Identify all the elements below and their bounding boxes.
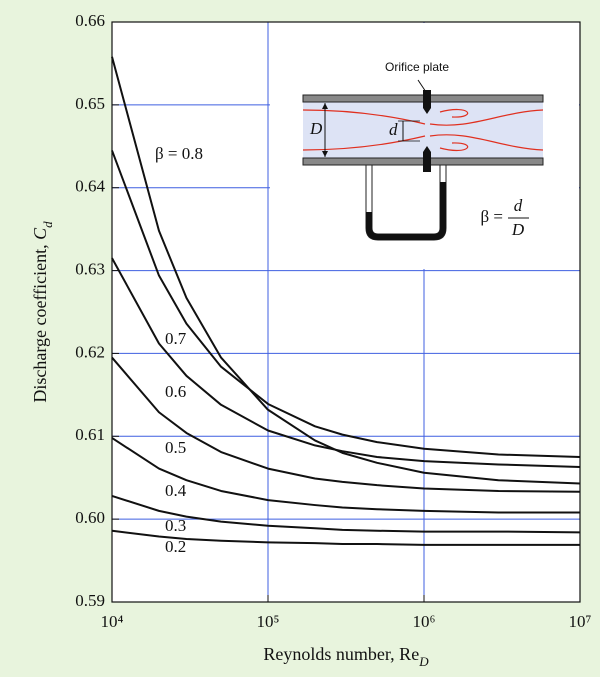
y-tick-label: 0.59 — [75, 591, 105, 610]
pipe-interior — [303, 102, 543, 158]
curve-label: β = 0.8 — [155, 144, 203, 163]
y-label-text: Discharge coefficient, — [30, 240, 50, 403]
y-label-symbol: C — [30, 227, 50, 240]
inset-D: D — [309, 119, 323, 138]
inset: Orifice plate D d β = d D — [270, 23, 579, 269]
y-tick-label: 0.61 — [75, 425, 105, 444]
curve-label: 0.5 — [165, 438, 186, 457]
curve-label: 0.2 — [165, 537, 186, 556]
curve — [111, 437, 580, 514]
plot-frame — [111, 21, 581, 603]
manometer-fluid — [366, 182, 446, 240]
y-tick-label: 0.60 — [75, 508, 105, 527]
curve — [111, 257, 581, 468]
x-axis-label: Reynolds number, ReD — [263, 644, 429, 669]
beta-denominator: D — [511, 220, 525, 239]
beta-numerator: d — [514, 196, 523, 215]
curve — [111, 356, 581, 493]
y-tick-label: 0.64 — [75, 177, 105, 196]
y-label-sub: d — [40, 221, 55, 228]
curves — [111, 56, 581, 546]
curve-label: 0.3 — [165, 516, 186, 535]
streamlines — [302, 108, 544, 152]
y-tick-label: 0.65 — [75, 94, 105, 113]
x-tick-label: 10⁴ — [101, 612, 124, 631]
curve-label: 0.7 — [165, 329, 187, 348]
x-tick-label: 10⁵ — [257, 612, 280, 631]
y-tick-label: 0.63 — [75, 259, 105, 278]
curve — [111, 529, 580, 546]
pointer — [417, 79, 427, 93]
curve-label: 0.6 — [165, 382, 186, 401]
y-tick-label: 0.62 — [75, 342, 105, 361]
x-label-sub: D — [418, 654, 429, 669]
inset-d: d — [389, 120, 398, 139]
curve-label: 0.4 — [165, 481, 187, 500]
inset-label: Orifice plate — [385, 60, 449, 74]
x-tick-label: 10⁷ — [569, 612, 592, 631]
x-label-text: Reynolds number, Re — [263, 644, 419, 664]
x-tick-label: 10⁶ — [413, 612, 436, 631]
y-tick-label: 0.66 — [75, 11, 105, 30]
orifice-plate — [423, 90, 431, 172]
beta-lhs: β = — [481, 207, 504, 226]
curve — [111, 150, 581, 458]
y-axis-label: Discharge coefficient, Cd — [30, 221, 55, 403]
curve — [111, 494, 581, 534]
curve — [111, 56, 581, 485]
